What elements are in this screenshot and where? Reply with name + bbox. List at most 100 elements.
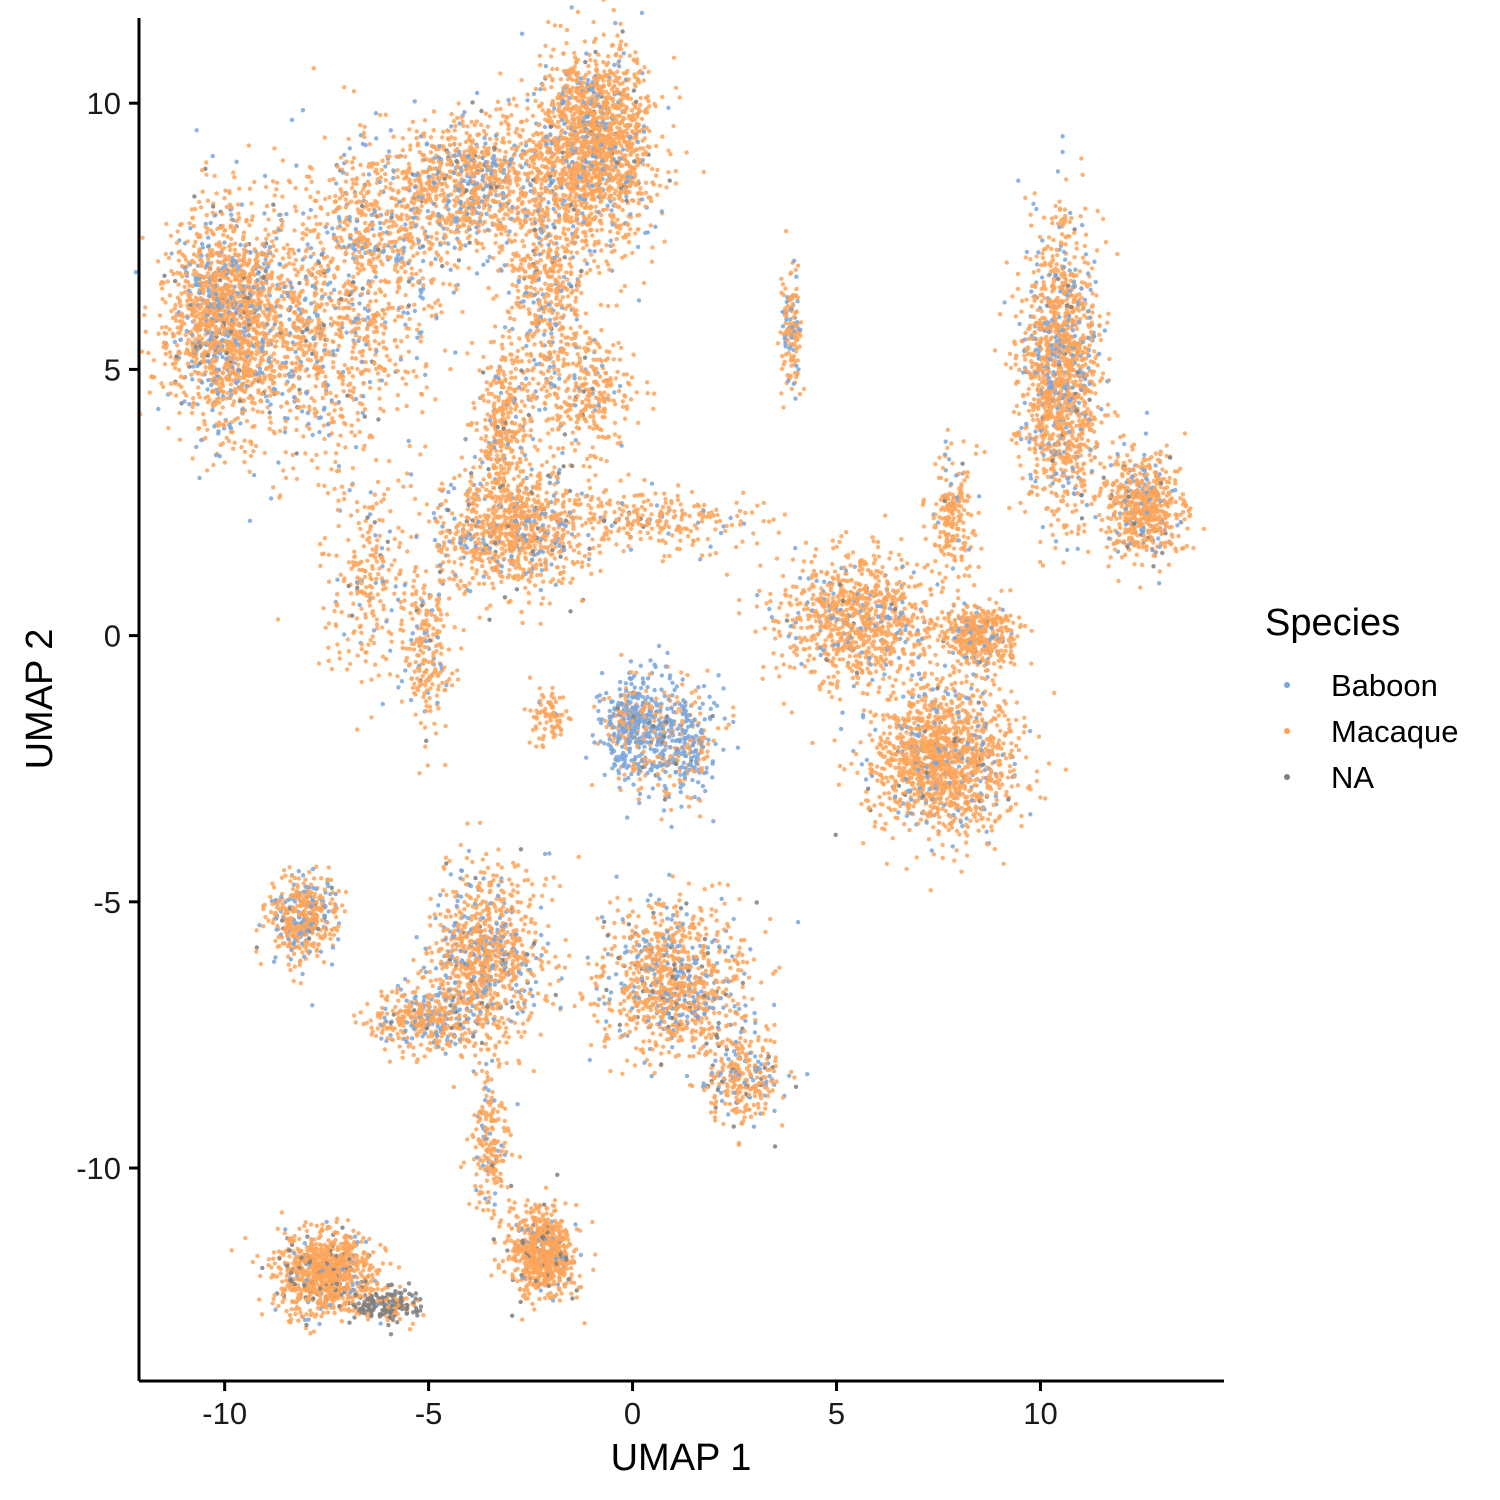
data-point [291, 251, 297, 256]
data-point [601, 83, 606, 88]
data-point [316, 232, 321, 237]
data-point [232, 297, 237, 302]
data-point [582, 215, 587, 221]
data-point [278, 321, 284, 326]
data-point [533, 86, 539, 92]
data-point [265, 297, 270, 303]
data-point [206, 243, 212, 249]
data-point [431, 180, 437, 186]
data-point [388, 181, 393, 186]
data-point [525, 106, 530, 111]
data-point [236, 211, 241, 216]
data-point [288, 408, 293, 413]
data-point [331, 349, 336, 354]
data-point [472, 200, 477, 206]
data-point [220, 211, 225, 216]
data-point [282, 363, 287, 369]
data-point [501, 216, 506, 221]
data-point [247, 343, 252, 348]
data-point [465, 211, 470, 217]
data-point [250, 424, 255, 430]
data-point [299, 266, 304, 272]
data-point [360, 141, 366, 147]
data-point [399, 314, 404, 319]
data-point [635, 128, 640, 134]
data-point [479, 108, 484, 114]
data-point [650, 245, 655, 250]
data-point [428, 246, 433, 251]
data-point [275, 360, 280, 365]
data-point [244, 242, 250, 247]
data-point [284, 211, 289, 217]
data-point [163, 300, 168, 305]
data-point [336, 301, 342, 306]
data-point [409, 271, 414, 277]
data-point [230, 263, 235, 268]
data-point [482, 202, 487, 207]
data-point [322, 348, 327, 353]
data-point [400, 376, 405, 381]
data-point [569, 219, 575, 224]
data-point [418, 339, 423, 344]
data-point [246, 143, 251, 148]
data-point [377, 241, 382, 246]
data-point [642, 65, 647, 70]
data-point [333, 193, 338, 199]
data-point [254, 352, 259, 357]
data-point [639, 116, 645, 122]
data-point [458, 217, 463, 223]
data-point [605, 105, 611, 111]
data-point [305, 242, 310, 247]
data-point [248, 453, 254, 459]
data-point [211, 271, 216, 277]
data-point [358, 208, 363, 214]
data-point [383, 178, 388, 183]
data-point [465, 171, 470, 177]
data-point [170, 361, 176, 367]
data-point [450, 213, 456, 218]
data-point [174, 240, 180, 245]
data-point [309, 458, 315, 463]
data-point [170, 315, 176, 321]
data-point [265, 340, 271, 345]
data-point [255, 278, 260, 283]
data-point [452, 245, 457, 250]
data-point [276, 286, 282, 292]
data-point [272, 387, 278, 392]
data-point [641, 129, 647, 134]
data-point [447, 175, 453, 180]
data-point [418, 268, 423, 273]
data-point [197, 394, 202, 400]
data-point [234, 159, 239, 164]
data-point [278, 493, 283, 498]
data-point [218, 242, 223, 247]
data-point [419, 290, 424, 295]
data-point [397, 236, 402, 241]
data-point [523, 143, 529, 148]
data-point [296, 398, 301, 403]
data-point [475, 132, 480, 138]
data-point [175, 229, 180, 234]
data-point [338, 315, 343, 320]
data-point [222, 292, 227, 297]
data-point [345, 393, 350, 398]
data-point [579, 290, 584, 296]
data-point [439, 310, 444, 315]
data-point [244, 418, 250, 424]
data-point [266, 217, 271, 222]
data-point [403, 222, 408, 227]
data-point [511, 161, 516, 166]
data-point [398, 357, 404, 362]
data-point [325, 422, 331, 427]
data-point [289, 360, 295, 366]
data-point [459, 115, 464, 120]
data-point [549, 141, 554, 146]
data-point [269, 303, 274, 309]
data-point [374, 203, 379, 208]
data-point [160, 296, 165, 302]
data-point [273, 309, 278, 315]
data-point [176, 330, 181, 336]
data-point [360, 359, 365, 365]
data-point [381, 339, 386, 345]
data-point [316, 320, 321, 325]
